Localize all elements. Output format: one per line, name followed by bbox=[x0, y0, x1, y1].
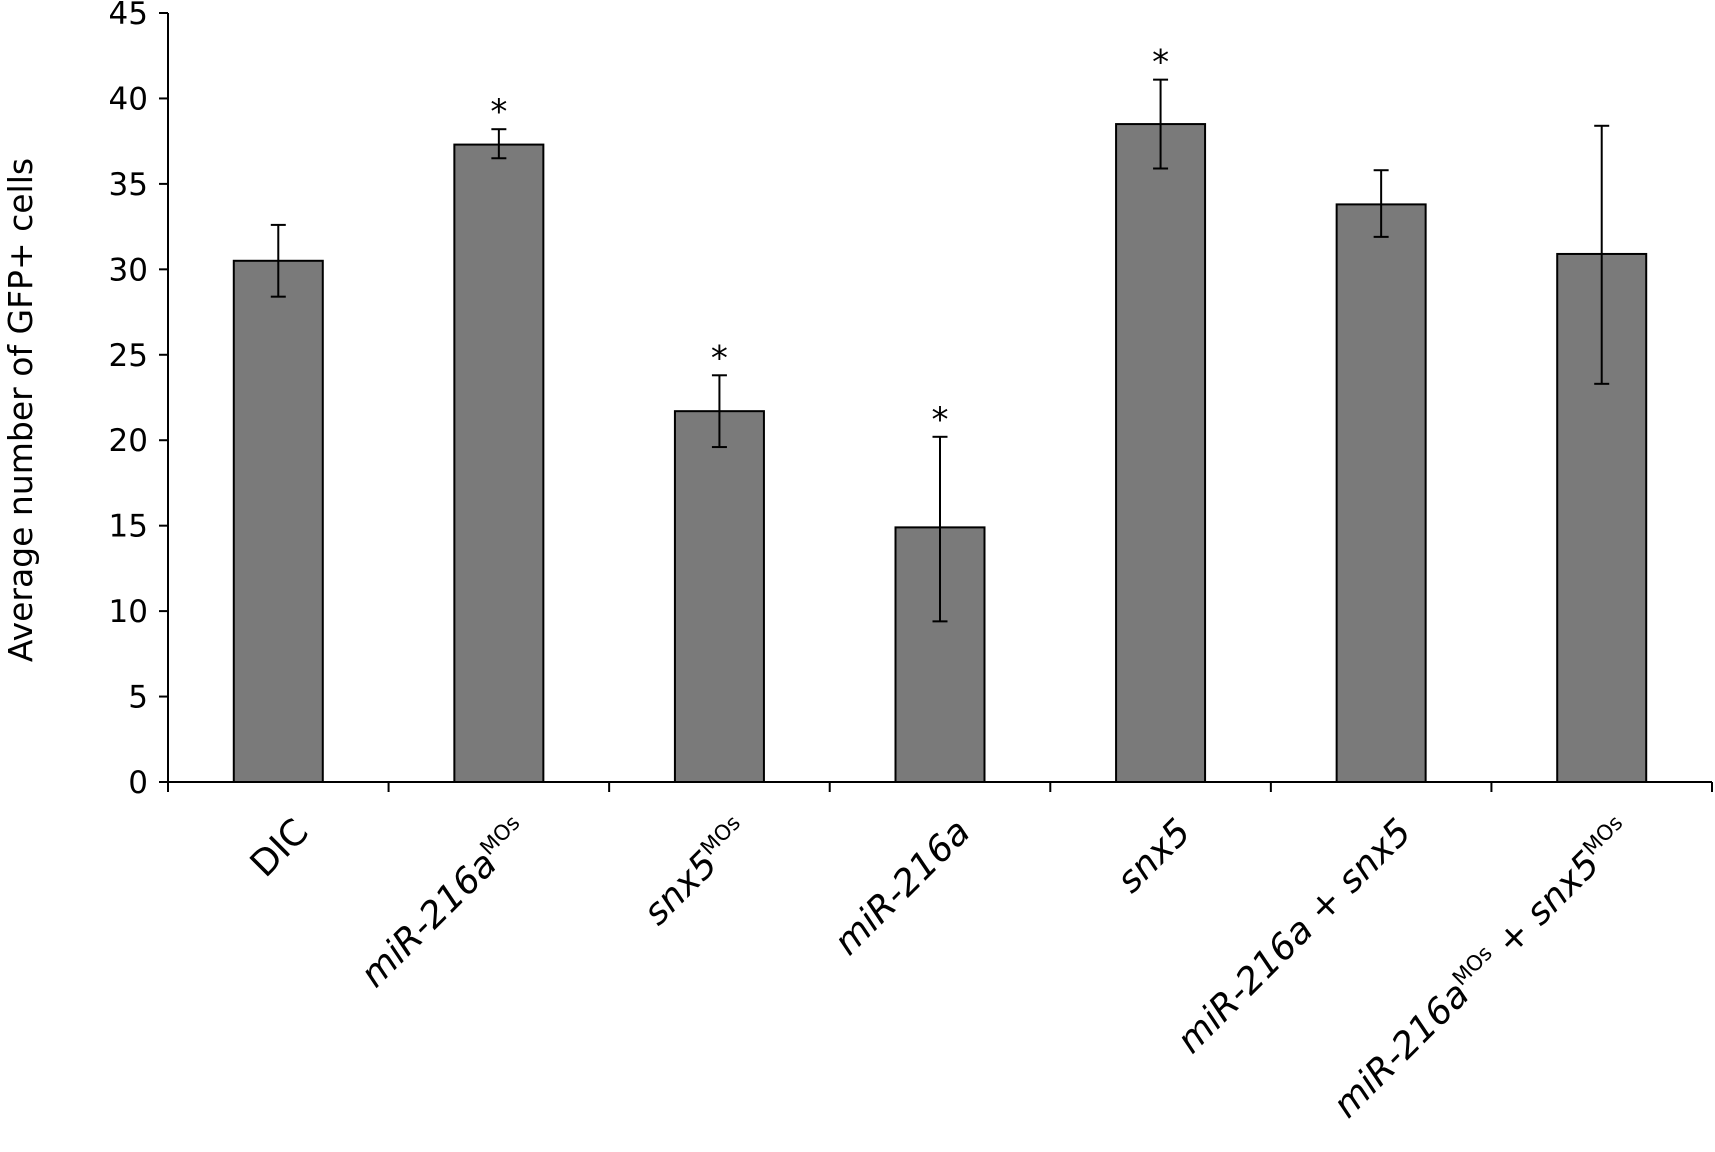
y-tick-label: 15 bbox=[109, 509, 148, 545]
label-part: DIC bbox=[243, 811, 317, 885]
y-tick-label: 25 bbox=[109, 338, 148, 374]
label-part: miR-216a bbox=[826, 811, 978, 963]
error-bar bbox=[270, 223, 286, 298]
y-tick-label: 30 bbox=[109, 252, 148, 288]
x-tick-label: snx5MOs bbox=[635, 811, 758, 934]
bar bbox=[894, 526, 986, 783]
y-tick-label: 20 bbox=[109, 423, 148, 459]
error-bar bbox=[711, 374, 727, 449]
label-part: miR-216a bbox=[1169, 910, 1321, 1062]
x-axis bbox=[167, 781, 1713, 792]
error-bars bbox=[270, 78, 1610, 623]
label-part: miR-216a bbox=[1325, 974, 1477, 1126]
bar bbox=[1335, 203, 1427, 783]
y-axis-label: Average number of GFP+ cells bbox=[1, 158, 40, 662]
x-tick-label: miR-216a + snx5 bbox=[1169, 811, 1419, 1061]
error-bar bbox=[932, 435, 948, 623]
x-tick-label: miR-216a bbox=[826, 811, 978, 963]
significance-asterisk: * bbox=[711, 338, 728, 378]
y-tick-label: 35 bbox=[109, 167, 148, 203]
y-tick-label: 0 bbox=[128, 765, 148, 801]
bar bbox=[232, 259, 324, 783]
bar bbox=[1115, 123, 1207, 784]
significance-asterisk: * bbox=[932, 400, 949, 440]
y-axis: 0 5 10 15 20 25 30 35 40 45 bbox=[109, 0, 169, 801]
x-tick-label: DIC bbox=[243, 811, 317, 885]
error-bar bbox=[1594, 124, 1610, 385]
significance-asterisk: * bbox=[490, 92, 507, 132]
significance-asterisk: * bbox=[1152, 43, 1169, 83]
x-tick-label: snx5 bbox=[1109, 811, 1199, 901]
bars bbox=[232, 123, 1648, 784]
y-tick-label: 45 bbox=[109, 0, 148, 32]
bar bbox=[673, 410, 765, 783]
y-tick-label: 40 bbox=[109, 81, 148, 117]
error-bar bbox=[491, 128, 507, 160]
error-bar bbox=[1373, 169, 1389, 238]
error-bar bbox=[1153, 78, 1169, 170]
y-tick-label: 10 bbox=[109, 594, 148, 630]
bar bbox=[453, 143, 545, 783]
label-part: miR-216a bbox=[353, 844, 505, 996]
y-tick-label: 5 bbox=[128, 680, 148, 716]
label-part: snx5 bbox=[1109, 811, 1199, 901]
significance-marks: * * * * bbox=[490, 43, 1169, 440]
x-tick-label: miR-216aMOs bbox=[352, 811, 537, 996]
